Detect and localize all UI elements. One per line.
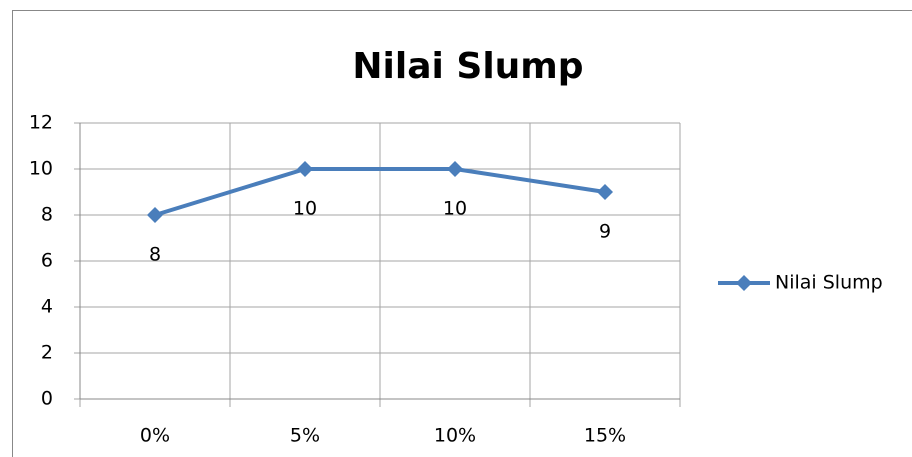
chart-border <box>12 10 912 457</box>
x-tick-label: 15% <box>584 425 626 447</box>
y-tick-label: 10 <box>29 158 53 180</box>
data-label: 10 <box>293 198 317 220</box>
y-tick-label: 12 <box>29 112 53 134</box>
legend-label: Nilai Slump <box>775 272 883 294</box>
data-label: 10 <box>443 198 467 220</box>
data-label: 9 <box>599 221 611 243</box>
marker <box>297 161 313 177</box>
y-tick-label: 8 <box>41 204 53 226</box>
x-tick-label: 10% <box>434 425 476 447</box>
x-tick-label: 0% <box>140 425 170 447</box>
marker <box>147 207 163 223</box>
marker <box>597 184 613 200</box>
y-tick-label: 4 <box>41 296 53 318</box>
y-tick-label: 2 <box>41 342 53 364</box>
x-tick-label: 5% <box>290 425 320 447</box>
marker <box>447 161 463 177</box>
data-label: 8 <box>149 244 161 266</box>
chart-title: Nilai Slump <box>352 46 583 87</box>
legend-marker <box>736 275 752 291</box>
series-line <box>154 167 606 217</box>
y-tick-label: 0 <box>41 388 53 410</box>
y-tick-label: 6 <box>41 250 53 272</box>
